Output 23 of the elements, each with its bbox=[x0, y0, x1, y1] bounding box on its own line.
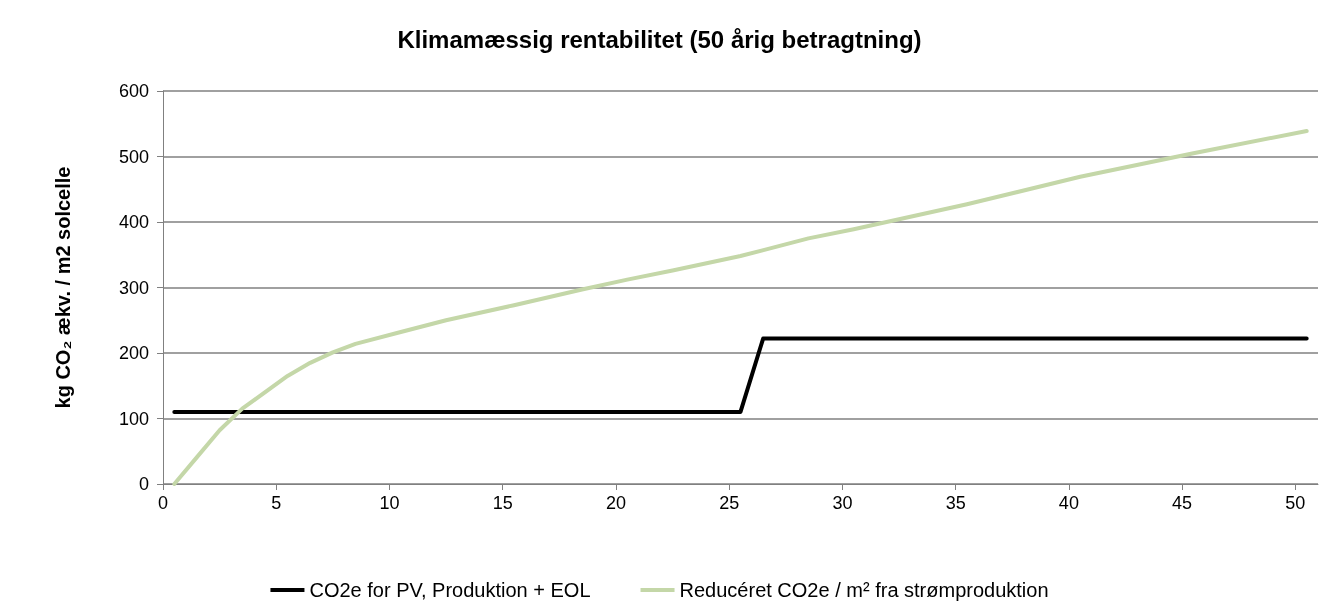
x-tick-label: 15 bbox=[492, 493, 513, 513]
chart-title: Klimamæssig rentabilitet (50 årig betragtning) bbox=[397, 25, 922, 53]
y-tick-label: 100 bbox=[118, 408, 149, 429]
legend-label: CO2e for PV, Produktion + EOL bbox=[309, 579, 591, 601]
x-tick-label: 45 bbox=[1172, 493, 1193, 513]
y-tick-label: 400 bbox=[118, 212, 149, 232]
x-tick-label: 35 bbox=[945, 493, 966, 513]
x-tick-label: 40 bbox=[1058, 493, 1079, 513]
y-axis-title: kg CO₂ ækv. / m2 solcelle bbox=[52, 166, 74, 409]
y-tick-label: 300 bbox=[118, 277, 149, 298]
x-tick-label: 20 bbox=[605, 493, 626, 513]
y-tick-label: 600 bbox=[118, 81, 149, 101]
y-tick-label: 500 bbox=[118, 146, 149, 167]
line-series bbox=[172, 128, 1309, 486]
x-tick-label: 0 bbox=[157, 493, 169, 513]
x-tick-label: 30 bbox=[832, 493, 853, 513]
x-tick-label: 25 bbox=[719, 493, 740, 513]
y-tick-label: 0 bbox=[138, 474, 149, 494]
legend-label: Reducéret CO2e / m² fra strømproduktion bbox=[679, 579, 1049, 601]
x-tick-label: 10 bbox=[379, 493, 400, 513]
y-tick-label: 200 bbox=[118, 343, 149, 363]
x-tick-label: 50 bbox=[1285, 493, 1306, 513]
x-tick-label: 5 bbox=[271, 493, 282, 513]
